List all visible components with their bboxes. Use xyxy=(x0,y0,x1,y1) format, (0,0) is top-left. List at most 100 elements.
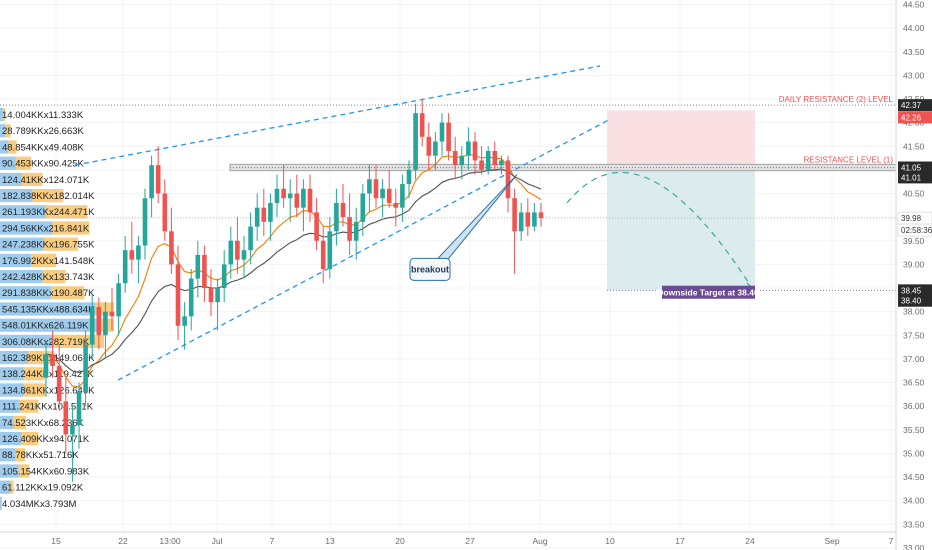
candle-body xyxy=(301,188,306,208)
candle-body xyxy=(274,188,280,203)
volume-bar-sell xyxy=(10,480,14,494)
time-tick-label: 15 xyxy=(51,536,61,546)
channel-upper-line xyxy=(74,65,601,166)
volume-bar-buy xyxy=(0,480,11,494)
candle-body xyxy=(221,264,227,288)
candle-body xyxy=(43,354,49,378)
price-tick-label: 34.00 xyxy=(903,496,925,506)
price-tag-label: 02:58:36 xyxy=(901,226,932,235)
candle-body xyxy=(96,306,102,336)
time-tick-label: 7 xyxy=(270,536,275,546)
ema-fast-line xyxy=(45,153,542,388)
time-tick-label: 13:00 xyxy=(159,536,181,546)
volume-profile-label: 247.238KKx196.755K xyxy=(2,240,95,251)
annotations-front: breakout DAILY RESISTANCE (2) LEVEL RESIST… xyxy=(409,95,894,299)
candle-body xyxy=(241,250,247,260)
volume-profile-label: 48.854KKx49.408K xyxy=(2,142,85,153)
price-axis[interactable]: 44.5044.0043.5043.0042.5042.0041.5041.00… xyxy=(895,0,932,550)
time-tick-label: 13 xyxy=(325,536,335,546)
volume-bar-sell xyxy=(1,496,3,510)
candle-body xyxy=(169,231,174,265)
volume-profile-label: 242.428KKx133.743K xyxy=(2,272,95,283)
candle-body xyxy=(155,165,161,194)
price-tag-label: 38.45 xyxy=(901,286,922,295)
candle-body xyxy=(413,113,418,170)
candle-body xyxy=(446,122,451,151)
candle-body xyxy=(380,188,385,199)
volume-bar-buy xyxy=(0,189,33,203)
volume-bar-sell xyxy=(3,108,6,122)
volume-profile-label: 126.409KKx94.071K xyxy=(2,434,90,445)
target-zone-box xyxy=(607,167,755,291)
candle-body xyxy=(472,141,478,161)
candle-body xyxy=(386,188,392,203)
volume-profile-label: 548.01KKx626.119K xyxy=(2,321,89,332)
price-tag-box xyxy=(898,111,932,124)
stop-zone-box xyxy=(607,110,755,168)
candle-body xyxy=(327,231,333,270)
candle-body xyxy=(307,188,313,213)
price-tick-label: 39.00 xyxy=(903,259,925,269)
volume-profile-label: 261.193KKx244.471K xyxy=(2,207,95,218)
volume-bar-buy xyxy=(0,351,29,365)
candle-body xyxy=(452,150,458,166)
volume-profile-label: 28.789KKx26.663K xyxy=(2,126,85,137)
volume-profile-label: 306.08KKx282.719K xyxy=(2,337,90,348)
candle-body xyxy=(314,212,319,241)
candle-body xyxy=(367,179,372,194)
volume-bar-buy xyxy=(0,140,9,154)
volume-bar-buy xyxy=(0,464,19,478)
price-tag-label: 38.40 xyxy=(901,297,922,306)
volume-bar-sell xyxy=(19,399,39,413)
candle-body xyxy=(532,212,537,227)
downside-target-badge xyxy=(662,285,755,299)
time-tick-label: 17 xyxy=(675,536,685,546)
time-tick-label: 24 xyxy=(745,536,755,546)
volume-bar-buy xyxy=(0,367,24,381)
candle-body xyxy=(281,188,286,199)
time-axis[interactable]: 15 22 13:00 Jul 7 13 20 27 Aug 10 17 24 Sep 7 xyxy=(0,531,896,546)
volume-profile-label: 105.154KKx60.983K xyxy=(2,466,90,477)
volume-bar-sell xyxy=(23,367,45,381)
candle-body xyxy=(347,217,352,241)
candle-body xyxy=(518,212,524,232)
volume-bar-buy xyxy=(0,172,22,186)
projection-arc xyxy=(566,171,753,289)
candle-body xyxy=(136,245,141,260)
candle-body xyxy=(340,202,346,218)
price-tick-label: 44.00 xyxy=(903,23,925,33)
price-tick-label: 37.00 xyxy=(903,354,925,364)
candle-body xyxy=(393,202,399,208)
volume-bar-buy xyxy=(0,496,2,510)
volume-bar-sell xyxy=(45,205,88,219)
time-tick-label: Sep xyxy=(824,536,839,546)
price-tick-label: 33.50 xyxy=(903,519,925,529)
time-tick-label: 10 xyxy=(605,536,615,546)
volume-bar-sell xyxy=(13,415,26,429)
candle-body xyxy=(439,122,445,142)
price-tick-label: 34.50 xyxy=(903,472,925,482)
price-tag-box xyxy=(898,161,932,174)
volume-bar-buy xyxy=(0,156,16,170)
candle-body xyxy=(525,212,531,227)
resistance-level-label: RESISTANCE LEVEL (1) xyxy=(804,156,894,165)
volume-bar-sell xyxy=(42,270,66,284)
volume-bar-sell xyxy=(32,189,64,203)
price-tick-label: 42.50 xyxy=(903,94,925,104)
price-tag-label: 42.26 xyxy=(901,113,922,122)
candle-body xyxy=(406,169,412,185)
price-tick-label: 36.00 xyxy=(903,401,925,411)
breakout-callout-box xyxy=(409,257,451,281)
volume-profile-label: 134.861KKx126.646K xyxy=(2,385,95,396)
volume-bar-sell xyxy=(5,124,11,138)
candle-body xyxy=(538,212,544,219)
volume-profile-label: 61.112KKx19.092K xyxy=(2,483,84,494)
price-tag-box xyxy=(898,99,932,112)
price-tick-label: 37.50 xyxy=(903,330,925,340)
candle-body xyxy=(334,202,339,232)
candle-body xyxy=(426,136,432,156)
volume-bar-buy xyxy=(0,399,20,413)
candle-body xyxy=(63,401,69,435)
